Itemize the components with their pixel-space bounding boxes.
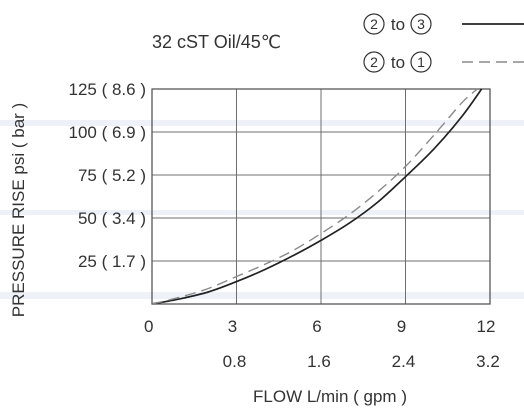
port-number: 2 [370, 54, 378, 70]
background-stripe [0, 292, 524, 299]
port-number-circle [363, 51, 385, 73]
series-group [151, 88, 483, 305]
y-tick-label: 25 ( 1.7 ) [78, 252, 146, 271]
y-tick-label: 100 ( 6.9 ) [69, 123, 147, 142]
legend: 2 3 to 2 1 to [363, 13, 524, 73]
legend-entry-1: 2 3 to [363, 13, 524, 35]
y-tick-label: 75 ( 5.2 ) [78, 166, 146, 185]
port-number: 1 [417, 54, 425, 70]
port-number-circle [363, 13, 385, 35]
port-number-circle [410, 13, 432, 35]
legend-entry-2: 2 1 to [363, 51, 524, 73]
x-secondary-tick-label: 2.4 [392, 352, 416, 371]
x-tick-label: 6 [312, 317, 321, 336]
grid [151, 88, 491, 305]
y-tick-label: 125 ( 8.6 ) [69, 80, 147, 99]
port-number-circle [410, 51, 432, 73]
x-tick-labels: 0 3 6 9 12 0.8 1.6 2.4 3.2 [144, 317, 500, 371]
x-tick-label: 3 [228, 317, 237, 336]
background [0, 120, 524, 299]
x-secondary-tick-label: 3.2 [476, 352, 500, 371]
x-tick-label: 9 [397, 317, 406, 336]
series-line-2 [151, 88, 478, 305]
background-stripe [0, 120, 524, 126]
plot-frame [151, 88, 491, 305]
x-tick-label: 0 [144, 317, 153, 336]
port-number: 3 [417, 16, 425, 32]
legend-to-text: to [391, 53, 405, 72]
x-tick-label: 12 [477, 317, 496, 336]
background-stripe [0, 210, 524, 215]
y-axis-label: PRESSURE RISE psi ( bar ) [9, 103, 28, 317]
x-secondary-tick-label: 0.8 [223, 352, 247, 371]
test-condition-label: 32 cST Oil/45℃ [152, 32, 281, 52]
y-tick-labels: 25 ( 1.7 ) 50 ( 3.4 ) 75 ( 5.2 ) 100 ( 6.9 … [69, 80, 147, 271]
x-axis-label: FLOW L/min ( gpm ) [253, 387, 407, 406]
port-number: 2 [370, 16, 378, 32]
y-tick-label: 50 ( 3.4 ) [78, 209, 146, 228]
x-secondary-tick-label: 1.6 [307, 352, 331, 371]
legend-to-text: to [391, 15, 405, 34]
series-line-1 [151, 88, 483, 305]
